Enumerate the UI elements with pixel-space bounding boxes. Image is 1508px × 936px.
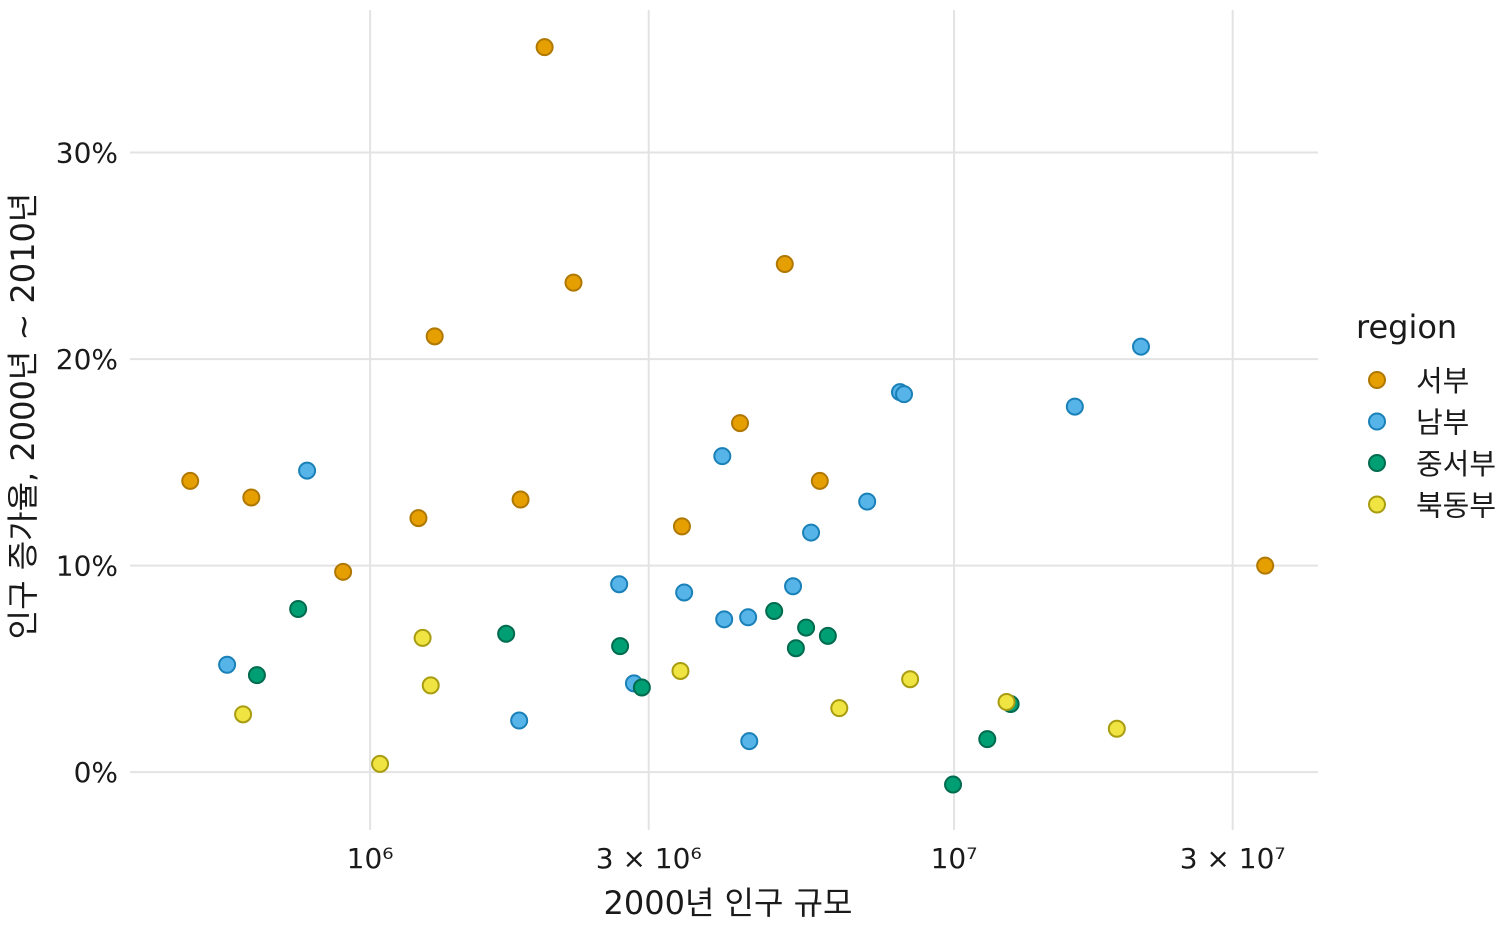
point-서부	[564, 273, 583, 292]
point-서부	[731, 414, 750, 433]
point-남부	[858, 492, 877, 511]
point-남부	[740, 732, 759, 751]
point-남부	[784, 577, 803, 596]
legend-label: 남부	[1416, 406, 1469, 440]
point-남부	[610, 575, 629, 594]
point-서부	[535, 38, 554, 57]
point-서부	[181, 471, 200, 490]
point-북동부	[413, 628, 432, 647]
y-tick-label: 20%	[56, 343, 118, 376]
point-남부	[895, 385, 914, 404]
data-points	[181, 38, 1275, 794]
point-북동부	[671, 661, 690, 680]
point-북동부	[997, 692, 1016, 711]
legend-key	[1368, 412, 1386, 431]
point-중서부	[611, 637, 630, 656]
x-tick-label: 3 × 10⁶	[596, 842, 702, 875]
y-axis-ticks: 0% 10% 20% 30%	[56, 137, 118, 790]
point-서부	[334, 562, 353, 581]
point-중서부	[818, 626, 837, 645]
point-중서부	[765, 602, 784, 621]
point-서부	[775, 255, 794, 274]
point-북동부	[1107, 719, 1126, 738]
legend-title: region	[1356, 308, 1457, 346]
point-서부	[672, 517, 691, 536]
point-서부	[409, 509, 428, 528]
point-남부	[802, 523, 821, 542]
point-남부	[715, 610, 734, 629]
gridlines	[130, 10, 1318, 830]
x-tick-label: 10⁶	[347, 842, 394, 875]
point-중서부	[944, 775, 963, 794]
point-북동부	[830, 699, 849, 718]
point-서부	[511, 490, 530, 509]
legend-label: 중서부	[1416, 447, 1496, 481]
y-tick-label: 10%	[56, 550, 118, 583]
point-남부	[218, 655, 237, 674]
point-남부	[739, 608, 758, 627]
legend-key	[1368, 454, 1386, 472]
point-서부	[425, 327, 444, 346]
point-중서부	[978, 730, 997, 749]
x-tick-label: 10⁷	[931, 842, 978, 875]
x-axis-title: 2000년 인구 규모	[604, 884, 853, 922]
point-남부	[713, 447, 732, 466]
point-북동부	[421, 676, 440, 695]
y-tick-label: 0%	[74, 756, 118, 789]
point-남부	[675, 583, 694, 602]
legend-key	[1368, 495, 1386, 514]
legend-label: 서부	[1416, 364, 1469, 398]
y-axis-title: 인구 증가율, 2000년 ~ 2010년	[4, 193, 42, 640]
point-중서부	[797, 618, 816, 637]
point-남부	[1132, 337, 1151, 356]
point-서부	[242, 488, 261, 507]
point-남부	[1065, 397, 1084, 416]
point-서부	[810, 471, 829, 490]
legend-key	[1368, 371, 1386, 389]
point-중서부	[786, 639, 805, 658]
point-중서부	[289, 599, 308, 618]
point-남부	[510, 711, 529, 730]
point-북동부	[371, 754, 390, 773]
point-중서부	[632, 678, 651, 697]
point-북동부	[234, 705, 253, 724]
point-중서부	[497, 624, 516, 643]
point-북동부	[901, 670, 920, 689]
point-중서부	[247, 666, 266, 685]
x-axis-ticks: 10⁶ 3 × 10⁶ 10⁷ 3 × 10⁷	[347, 842, 1286, 875]
x-tick-label: 3 × 10⁷	[1180, 842, 1286, 875]
y-tick-label: 30%	[56, 137, 118, 170]
legend-label: 북동부	[1416, 489, 1496, 523]
point-서부	[1256, 556, 1275, 575]
point-남부	[298, 461, 317, 480]
